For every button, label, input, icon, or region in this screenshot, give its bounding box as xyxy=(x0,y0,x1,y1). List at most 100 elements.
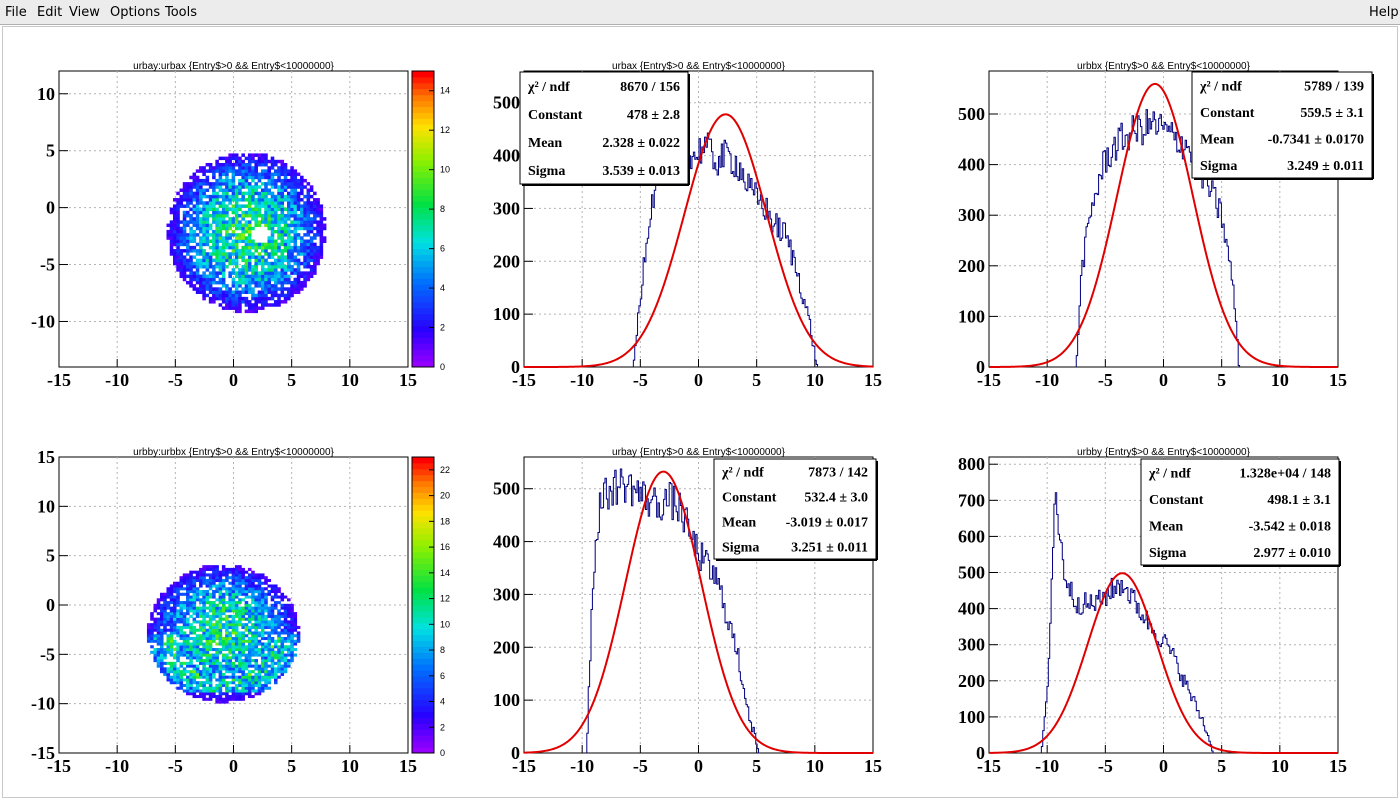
heatmap-cell xyxy=(205,601,210,605)
root-canvas[interactable]: urbay:urbax {Entry$>0 && Entry$<10000000… xyxy=(2,26,1398,798)
heatmap-cell xyxy=(186,584,190,588)
heatmap-cell xyxy=(273,645,278,649)
heatmap-cell xyxy=(247,678,252,682)
heatmap-cell xyxy=(225,659,229,663)
heatmap-cell xyxy=(225,675,229,679)
heatmap-cell xyxy=(221,268,226,272)
heatmap-cell xyxy=(290,631,294,635)
heatmap-cell xyxy=(166,590,171,594)
x-tick-label: 0 xyxy=(694,756,703,776)
heatmap-cell xyxy=(192,249,197,253)
heatmap-cell xyxy=(260,661,265,665)
heatmap-cell xyxy=(182,578,187,583)
stats-label: Sigma xyxy=(1200,159,1237,174)
heatmap-cell xyxy=(169,595,174,599)
heatmap-cell xyxy=(169,223,174,228)
heatmap-cell xyxy=(218,697,223,701)
heatmap-cell xyxy=(251,226,255,231)
heatmap-cell xyxy=(212,581,216,585)
heatmap-cell xyxy=(247,194,252,199)
heatmap-cell xyxy=(195,634,200,638)
menu-file[interactable]: File xyxy=(5,5,27,20)
heatmap-cell xyxy=(241,175,245,180)
heatmap-cell xyxy=(208,584,213,588)
heatmap-cell xyxy=(280,614,285,618)
heatmap-cell xyxy=(182,223,187,228)
heatmap-cell xyxy=(319,226,324,231)
heatmap-cell xyxy=(228,631,232,635)
heatmap-cell xyxy=(293,612,298,616)
heatmap-cell xyxy=(257,204,262,208)
heatmap-cell xyxy=(225,226,229,231)
heatmap-cell xyxy=(176,233,180,237)
heatmap-cell xyxy=(244,210,249,215)
menu-edit[interactable]: Edit xyxy=(37,5,63,20)
heatmap-cell xyxy=(163,620,167,624)
heatmap-cell xyxy=(254,661,258,665)
palette-swatch xyxy=(412,457,434,464)
heatmap-cell xyxy=(205,573,210,577)
heatmap-cell xyxy=(199,223,203,228)
heatmap-cell xyxy=(267,648,272,652)
heatmap-cell xyxy=(247,648,252,652)
heatmap-cell xyxy=(257,213,262,218)
heatmap-cell xyxy=(244,675,249,679)
heatmap-cell xyxy=(186,686,190,690)
heatmap-cell xyxy=(215,631,219,635)
heatmap-cell xyxy=(238,300,242,304)
heatmap-cell xyxy=(234,570,239,574)
palette-swatch xyxy=(412,301,434,309)
menu-help[interactable]: Help xyxy=(1369,5,1399,20)
heatmap-cell xyxy=(254,264,258,269)
heatmap-cell xyxy=(234,185,239,189)
palette-swatch xyxy=(412,539,434,547)
heatmap-cell xyxy=(244,182,249,186)
heatmap-cell xyxy=(260,284,265,288)
heatmap-cell xyxy=(182,573,187,577)
heatmap-cell xyxy=(215,598,219,602)
heatmap-cell xyxy=(280,656,285,660)
heatmap-cell xyxy=(228,223,232,228)
heatmap-cell xyxy=(306,245,311,250)
heatmap-cell xyxy=(202,659,206,663)
heatmap-cell xyxy=(264,661,268,665)
heatmap-cell xyxy=(277,159,281,164)
heatmap-cell xyxy=(300,274,304,279)
heatmap-cell xyxy=(254,293,258,298)
menu-tools[interactable]: Tools xyxy=(165,5,198,20)
heatmap-cell xyxy=(225,620,229,624)
heatmap-cell xyxy=(270,239,275,243)
heatmap-cell xyxy=(225,252,229,256)
menu-options[interactable]: Options xyxy=(110,5,161,20)
heatmap-cell xyxy=(231,567,236,571)
heatmap-cell xyxy=(199,656,203,660)
heatmap-cell xyxy=(241,578,245,583)
heatmap-cell xyxy=(283,628,288,632)
heatmap-cell xyxy=(186,634,190,638)
heatmap-cell xyxy=(166,620,171,624)
heatmap-cell xyxy=(287,268,291,272)
heatmap-cell xyxy=(205,642,210,646)
menu-view[interactable]: View xyxy=(69,5,100,20)
palette-swatch xyxy=(412,355,434,362)
heatmap-cell xyxy=(244,191,249,196)
heatmap-cell xyxy=(277,293,281,298)
heatmap-cell xyxy=(179,606,184,610)
heatmap-cell xyxy=(231,245,236,250)
heatmap-cell xyxy=(179,678,184,682)
heatmap-cell xyxy=(254,261,258,266)
heatmap-cell xyxy=(296,233,301,237)
heatmap-cell xyxy=(192,194,197,199)
heatmap-cell xyxy=(192,681,197,685)
heatmap-cell xyxy=(296,204,301,208)
heatmap-cell xyxy=(293,210,298,215)
heatmap-cell xyxy=(296,625,301,629)
heatmap-cell xyxy=(212,182,216,186)
heatmap-cell xyxy=(316,213,320,218)
heatmap-cell xyxy=(192,678,197,682)
heatmap-cell xyxy=(264,606,268,610)
heatmap-cell xyxy=(231,697,236,701)
heatmap-cell xyxy=(199,576,203,580)
heatmap-cell xyxy=(244,277,249,282)
heatmap-cell xyxy=(287,204,291,208)
